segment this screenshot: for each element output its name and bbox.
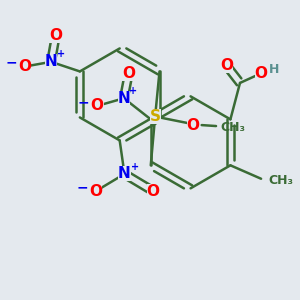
Text: +: +	[131, 162, 139, 172]
Text: +: +	[57, 49, 65, 59]
Text: −: −	[76, 180, 88, 194]
Text: O: O	[18, 59, 31, 74]
Text: O: O	[50, 28, 62, 43]
Text: CH₃: CH₃	[220, 121, 245, 134]
Text: −: −	[78, 95, 89, 109]
Text: S: S	[150, 109, 160, 124]
Text: O: O	[147, 184, 160, 199]
Text: O: O	[187, 118, 200, 133]
Text: CH₃: CH₃	[269, 174, 294, 187]
Text: N: N	[118, 91, 130, 106]
Text: +: +	[129, 85, 138, 96]
Text: N: N	[118, 167, 131, 182]
Text: O: O	[255, 66, 268, 81]
Text: O: O	[122, 66, 135, 81]
Text: N: N	[45, 54, 58, 69]
Text: O: O	[91, 98, 103, 113]
Text: O: O	[89, 184, 102, 199]
Text: O: O	[220, 58, 233, 73]
Text: −: −	[5, 56, 17, 70]
Text: H: H	[269, 63, 280, 76]
